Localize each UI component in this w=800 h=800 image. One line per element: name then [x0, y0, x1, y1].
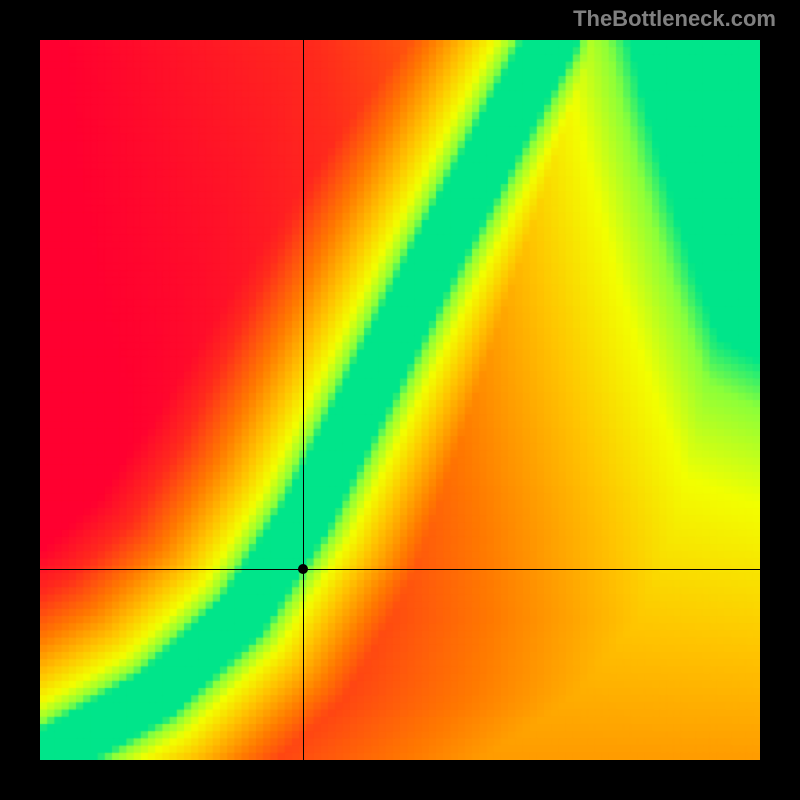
heatmap-canvas: [40, 40, 760, 760]
crosshair-marker: [298, 564, 308, 574]
crosshair-vertical: [303, 40, 304, 760]
bottleneck-heatmap: [40, 40, 760, 760]
watermark-text: TheBottleneck.com: [573, 6, 776, 32]
crosshair-horizontal: [40, 569, 760, 570]
